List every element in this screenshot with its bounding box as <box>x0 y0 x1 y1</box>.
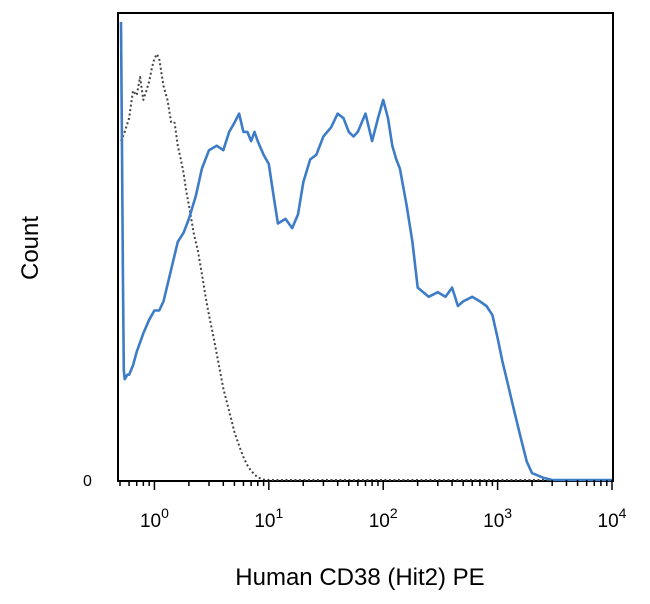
series-layer <box>119 21 612 482</box>
isotype-control-dotted-line <box>120 53 612 481</box>
plot-frame <box>117 12 614 482</box>
y-axis-label: Count <box>17 216 44 280</box>
x-ticks: 100 101 102 103 104 <box>119 480 627 532</box>
y-zero-label: 0 <box>83 473 92 490</box>
cd38-stain-blue-line <box>119 21 612 482</box>
x-tick-label: 104 <box>598 505 627 532</box>
x-axis-label: Human CD38 (Hit2) PE <box>235 564 484 591</box>
x-tick-label: 100 <box>140 505 169 532</box>
x-tick-label: 102 <box>369 505 398 532</box>
x-tick-label: 101 <box>254 505 283 532</box>
x-tick-label: 103 <box>483 505 512 532</box>
